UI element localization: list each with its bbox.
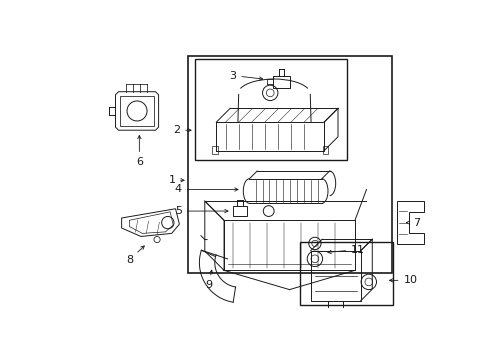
Text: 8: 8: [125, 246, 144, 265]
Text: 7: 7: [406, 217, 419, 228]
Bar: [233, 206, 246, 216]
Bar: [310, 251, 360, 301]
Bar: [322, 146, 327, 154]
Text: 4: 4: [174, 184, 238, 194]
Text: 2: 2: [173, 125, 191, 135]
Text: 11: 11: [327, 244, 365, 255]
Text: 10: 10: [388, 275, 417, 285]
Text: 1: 1: [168, 175, 175, 185]
Bar: [187, 56, 391, 273]
Bar: [272, 76, 290, 88]
Text: 9: 9: [204, 270, 212, 291]
Bar: [212, 146, 218, 154]
Bar: [194, 59, 346, 160]
Text: 6: 6: [136, 135, 142, 167]
Text: 3: 3: [229, 71, 262, 81]
Bar: [120, 96, 154, 126]
Bar: [299, 242, 393, 305]
Text: 5: 5: [174, 206, 227, 216]
